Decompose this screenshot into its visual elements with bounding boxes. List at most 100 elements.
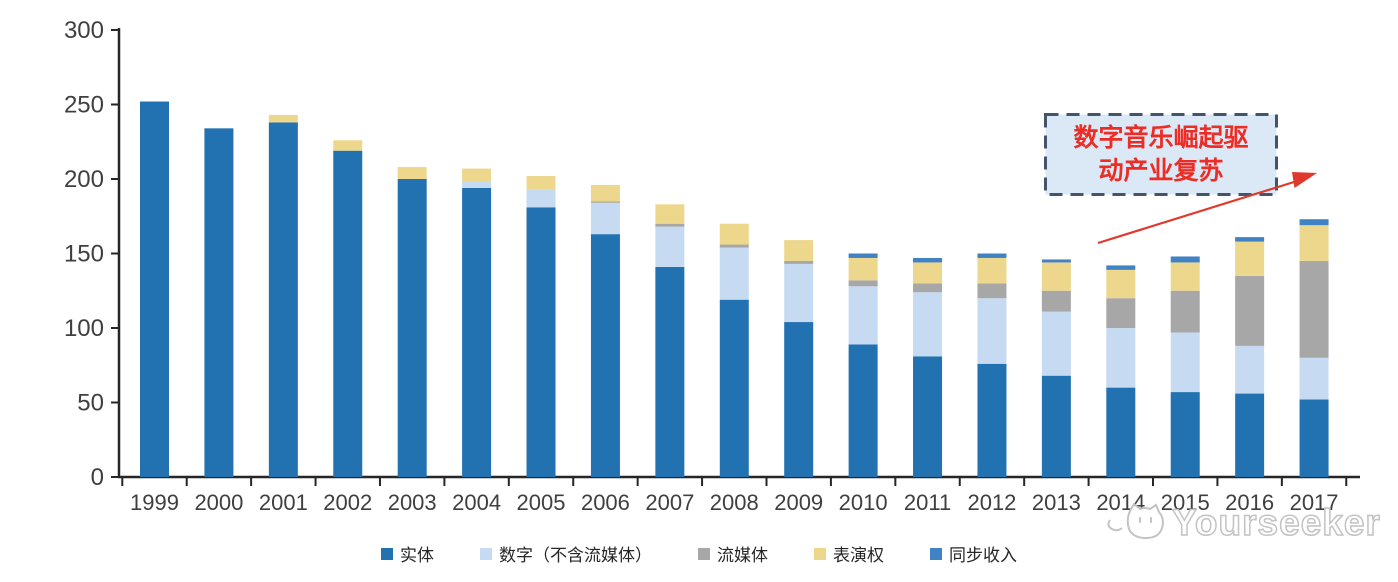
bar-segment-performance-2009 [784,240,814,261]
chart-legend: 实体 数字（不含流媒体） 流媒体 表演权 同步收入 [0,541,1398,566]
bar-segment-sync-2010 [848,253,878,258]
bar-segment-digital-2016 [1235,345,1265,394]
bar-segment-performance-2004 [462,168,492,182]
x-tick-label: 2016 [1225,490,1274,515]
bar-segment-performance-2010 [848,257,878,281]
bar-segment-streaming-2012 [977,283,1007,299]
bar-segment-digital-2007 [655,226,685,267]
y-tick-label: 100 [64,315,104,342]
legend-label-performance: 表演权 [833,546,884,565]
bar-segment-streaming-2017 [1299,260,1329,358]
legend-label-streaming: 流媒体 [717,546,768,565]
legend-label-sync: 同步收入 [949,546,1017,565]
bar-segment-digital-2011 [913,292,943,357]
legend-swatch-performance [814,547,826,560]
y-tick-label: 0 [91,464,104,491]
legend-item-sync: 同步收入 [930,541,1017,566]
bar-segment-physical-2013 [1041,375,1071,477]
bar-segment-performance-2003 [397,167,427,179]
bar-segment-streaming-2014 [1106,298,1136,328]
x-tick-label: 2001 [259,490,308,515]
legend-label-digital: 数字（不含流媒体） [499,546,652,565]
bar-segment-performance-2017 [1299,225,1329,261]
annotation-line1: 数字音乐崛起驱 [1073,123,1249,152]
legend-label-physical: 实体 [400,546,434,565]
bar-segment-physical-2011 [913,356,943,477]
bar-segment-sync-2011 [913,257,943,263]
y-tick-label: 150 [64,241,104,268]
bar-segment-physical-2008 [719,299,749,477]
x-tick-label: 2009 [774,490,823,515]
bar-segment-streaming-2011 [913,283,943,293]
bar-segment-sync-2017 [1299,219,1329,226]
bar-segment-performance-2013 [1041,262,1071,291]
bar-segment-physical-2006 [590,234,620,477]
bar-segment-physical-2016 [1235,393,1265,477]
cat-logo-icon [1107,502,1164,540]
bar-segment-streaming-2010 [848,280,878,287]
x-tick-label: 2013 [1032,490,1081,515]
bar-segment-sync-2014 [1106,265,1136,270]
bar-segment-physical-2005 [526,207,556,477]
bar-segment-streaming-2015 [1170,290,1200,333]
bar-segment-physical-2007 [655,266,685,477]
bar-segment-performance-2011 [913,262,943,284]
bar-segment-sync-2013 [1041,259,1071,263]
bar-segment-performance-2002 [333,140,363,151]
bar-segment-physical-2012 [977,363,1007,477]
bar-segment-performance-2001 [268,114,298,123]
x-tick-label: 2000 [194,490,243,515]
bar-segment-performance-2016 [1235,241,1265,276]
bar-segment-physical-2001 [268,122,298,477]
legend-item-digital: 数字（不含流媒体） [480,541,652,566]
bar-segment-performance-2015 [1170,262,1200,291]
bar-segment-physical-2009 [784,322,814,477]
legend-item-streaming: 流媒体 [698,541,768,566]
bar-segment-digital-2015 [1170,332,1200,393]
legend-swatch-sync [930,547,942,560]
bar-segment-performance-2006 [590,184,620,202]
bar-segment-sync-2012 [977,253,1007,258]
bar-segment-physical-2015 [1170,392,1200,477]
cat-head [1126,502,1164,540]
x-tick-label: 2017 [1290,490,1339,515]
bar-segment-digital-2012 [977,298,1007,364]
x-tick-label: 2004 [452,490,501,515]
x-tick-label: 2007 [645,490,694,515]
bar-segment-sync-2015 [1170,256,1200,263]
x-tick-label: 1999 [130,490,179,515]
bar-segment-performance-2005 [526,176,556,190]
bar-segment-physical-2004 [462,187,492,477]
cat-tail [1107,519,1123,532]
y-tick-label: 250 [64,92,104,119]
bar-segment-streaming-2006 [590,201,620,203]
bar-segment-digital-2008 [719,247,749,300]
y-tick-label: 200 [64,166,104,193]
bar-segment-digital-2017 [1299,357,1329,400]
bar-segment-physical-2000 [204,128,234,477]
bar-segment-digital-2010 [848,286,878,345]
bar-segment-physical-2002 [333,150,363,477]
bar-segment-physical-2010 [848,344,878,477]
legend-swatch-streaming [698,547,710,560]
bar-segment-streaming-2013 [1041,290,1071,312]
bar-segment-streaming-2007 [655,223,685,227]
legend-item-performance: 表演权 [814,541,884,566]
watermark: Yourseeker [1104,498,1381,548]
bar-segment-performance-2014 [1106,269,1136,299]
bar-segment-digital-2004 [462,181,492,188]
x-tick-label: 2002 [323,490,372,515]
bar-segment-physical-2003 [397,179,427,477]
x-tick-label: 2012 [967,490,1016,515]
x-tick-label: 2011 [904,490,951,515]
bar-segment-physical-1999 [140,101,169,478]
bar-segment-digital-2005 [526,189,556,208]
x-tick-label: 2015 [1161,490,1210,515]
bar-segment-physical-2014 [1106,387,1136,477]
x-tick-label: 2006 [581,490,630,515]
y-tick-label: 300 [64,17,104,44]
bar-segment-streaming-2008 [719,244,749,248]
legend-item-physical: 实体 [381,541,434,566]
